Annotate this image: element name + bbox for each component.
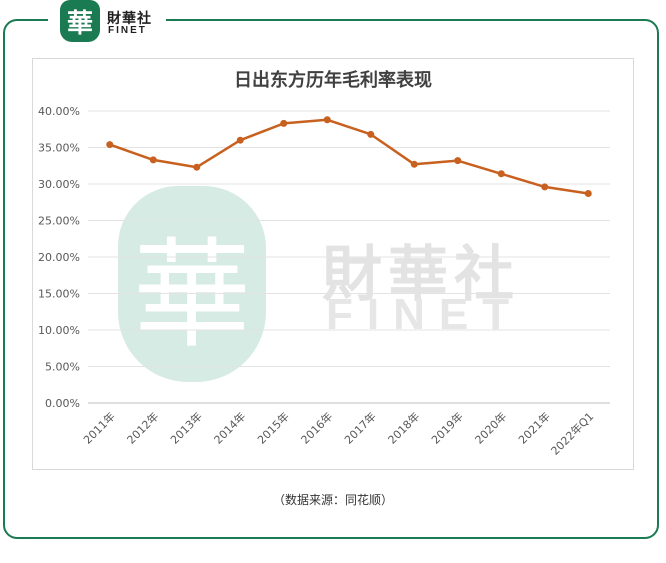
watermark-logo-icon: 華 xyxy=(118,186,266,382)
y-tick-label: 10.00% xyxy=(38,324,80,337)
finet-logo-icon: 華 xyxy=(60,0,100,42)
y-tick-label: 5.00% xyxy=(45,361,80,374)
card-frame xyxy=(3,19,659,539)
y-tick-label: 20.00% xyxy=(38,251,80,264)
data-point xyxy=(106,141,114,149)
brand-name-en: FINET xyxy=(108,25,147,36)
data-point xyxy=(149,156,157,164)
data-point xyxy=(454,157,462,165)
data-point xyxy=(584,189,592,197)
y-tick-label: 30.00% xyxy=(38,178,80,191)
data-point xyxy=(323,116,331,124)
data-point xyxy=(541,183,549,191)
data-point xyxy=(410,160,418,168)
x-tick-label: 2022年Q1 xyxy=(548,409,597,458)
y-tick-label: 0.00% xyxy=(45,397,80,410)
data-point xyxy=(193,163,201,171)
x-tick-label: 2021年 xyxy=(515,409,552,446)
x-tick-label: 2015年 xyxy=(254,409,291,446)
x-tick-label: 2020年 xyxy=(472,409,509,446)
x-tick-label: 2014年 xyxy=(211,409,248,446)
x-tick-label: 2012年 xyxy=(124,409,161,446)
x-tick-label: 2019年 xyxy=(428,409,465,446)
x-tick-label: 2013年 xyxy=(167,409,204,446)
y-tick-label: 40.00% xyxy=(38,105,80,118)
data-source-note: （数据来源：同花顺） xyxy=(272,493,393,507)
chart-title: 日出东方历年毛利率表现 xyxy=(234,70,432,91)
y-tick-label: 15.00% xyxy=(38,288,80,301)
data-point xyxy=(236,136,244,144)
data-point xyxy=(367,130,375,138)
gross-margin-series-line xyxy=(108,118,590,195)
x-tick-label: 2016年 xyxy=(298,409,335,446)
x-tick-label: 2017年 xyxy=(341,409,378,446)
watermark-name-en: FINET xyxy=(326,290,524,339)
x-tick-label: 2011年 xyxy=(80,409,117,446)
x-tick-label: 2018年 xyxy=(385,409,422,446)
brand-name-cn: 財華社 xyxy=(107,11,152,27)
data-point xyxy=(280,119,288,127)
data-point xyxy=(497,170,505,178)
y-tick-label: 35.00% xyxy=(38,142,80,155)
y-tick-label: 25.00% xyxy=(38,215,80,228)
watermark-name-cn: 財華社 xyxy=(322,240,520,310)
